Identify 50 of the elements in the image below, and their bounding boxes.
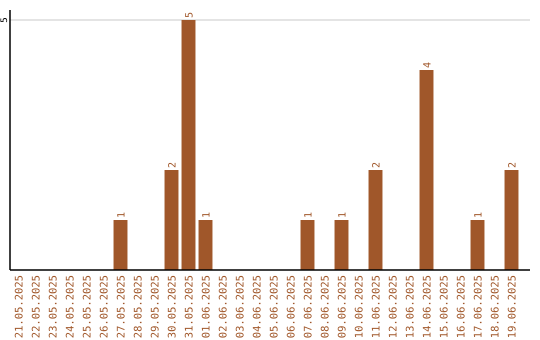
x-tick-label: 15.06.2025 (438, 275, 450, 338)
data-label: 1 (202, 212, 212, 218)
bar (300, 220, 314, 270)
bar (198, 220, 212, 270)
bar (368, 170, 382, 270)
x-tick-label: 04.06.2025 (252, 275, 264, 338)
x-tick-label: 19.06.2025 (506, 275, 518, 338)
data-label: 2 (508, 162, 518, 168)
bar (420, 70, 434, 270)
x-tick-label: 10.06.2025 (354, 275, 366, 338)
x-tick-label: 30.05.2025 (166, 275, 178, 338)
x-tick-label: 14.06.2025 (422, 275, 434, 338)
x-tick-label: 11.06.2025 (370, 275, 382, 338)
data-label: 1 (304, 212, 314, 218)
x-tick-label: 25.05.2025 (82, 275, 94, 338)
data-label: 2 (168, 162, 178, 168)
x-tick-label: 08.06.2025 (320, 275, 332, 338)
x-tick-label: 22.05.2025 (30, 275, 42, 338)
x-tick-label: 02.06.2025 (218, 275, 230, 338)
x-tick-label: 16.06.2025 (456, 275, 468, 338)
x-tick-label: 17.06.2025 (472, 275, 484, 338)
x-tick-label: 23.05.2025 (48, 275, 60, 338)
data-label: 1 (116, 212, 128, 218)
x-tick-label: 07.06.2025 (302, 275, 314, 338)
x-tick-label: 18.06.2025 (490, 275, 502, 338)
x-tick-label: 06.06.2025 (286, 275, 298, 338)
bar (182, 20, 196, 270)
x-tick-label: 29.05.2025 (150, 275, 162, 338)
x-tick-label: 31.05.2025 (184, 275, 196, 338)
data-label: 2 (372, 162, 382, 168)
x-tick-label: 24.05.2025 (64, 275, 76, 338)
x-tick-label: 03.06.2025 (234, 275, 246, 338)
x-tick-label: 27.05.2025 (116, 275, 128, 338)
bar (334, 220, 348, 270)
data-label: 1 (338, 212, 348, 218)
data-label: 4 (422, 62, 434, 68)
data-label: 1 (474, 212, 484, 218)
bar (470, 220, 484, 270)
bar (504, 170, 518, 270)
x-tick-label: 05.06.2025 (268, 275, 280, 338)
data-label: 5 (184, 12, 196, 18)
x-tick-label: 12.06.2025 (388, 275, 400, 338)
bar (164, 170, 178, 270)
bar (114, 220, 128, 270)
x-tick-label: 01.06.2025 (200, 275, 212, 338)
x-tick-label: 28.05.2025 (132, 275, 144, 338)
x-tick-label: 09.06.2025 (336, 275, 348, 338)
x-tick-label: 26.05.2025 (98, 275, 110, 338)
x-tick-label: 13.06.2025 (404, 275, 416, 338)
x-tick-label: 21.05.2025 (14, 275, 26, 338)
